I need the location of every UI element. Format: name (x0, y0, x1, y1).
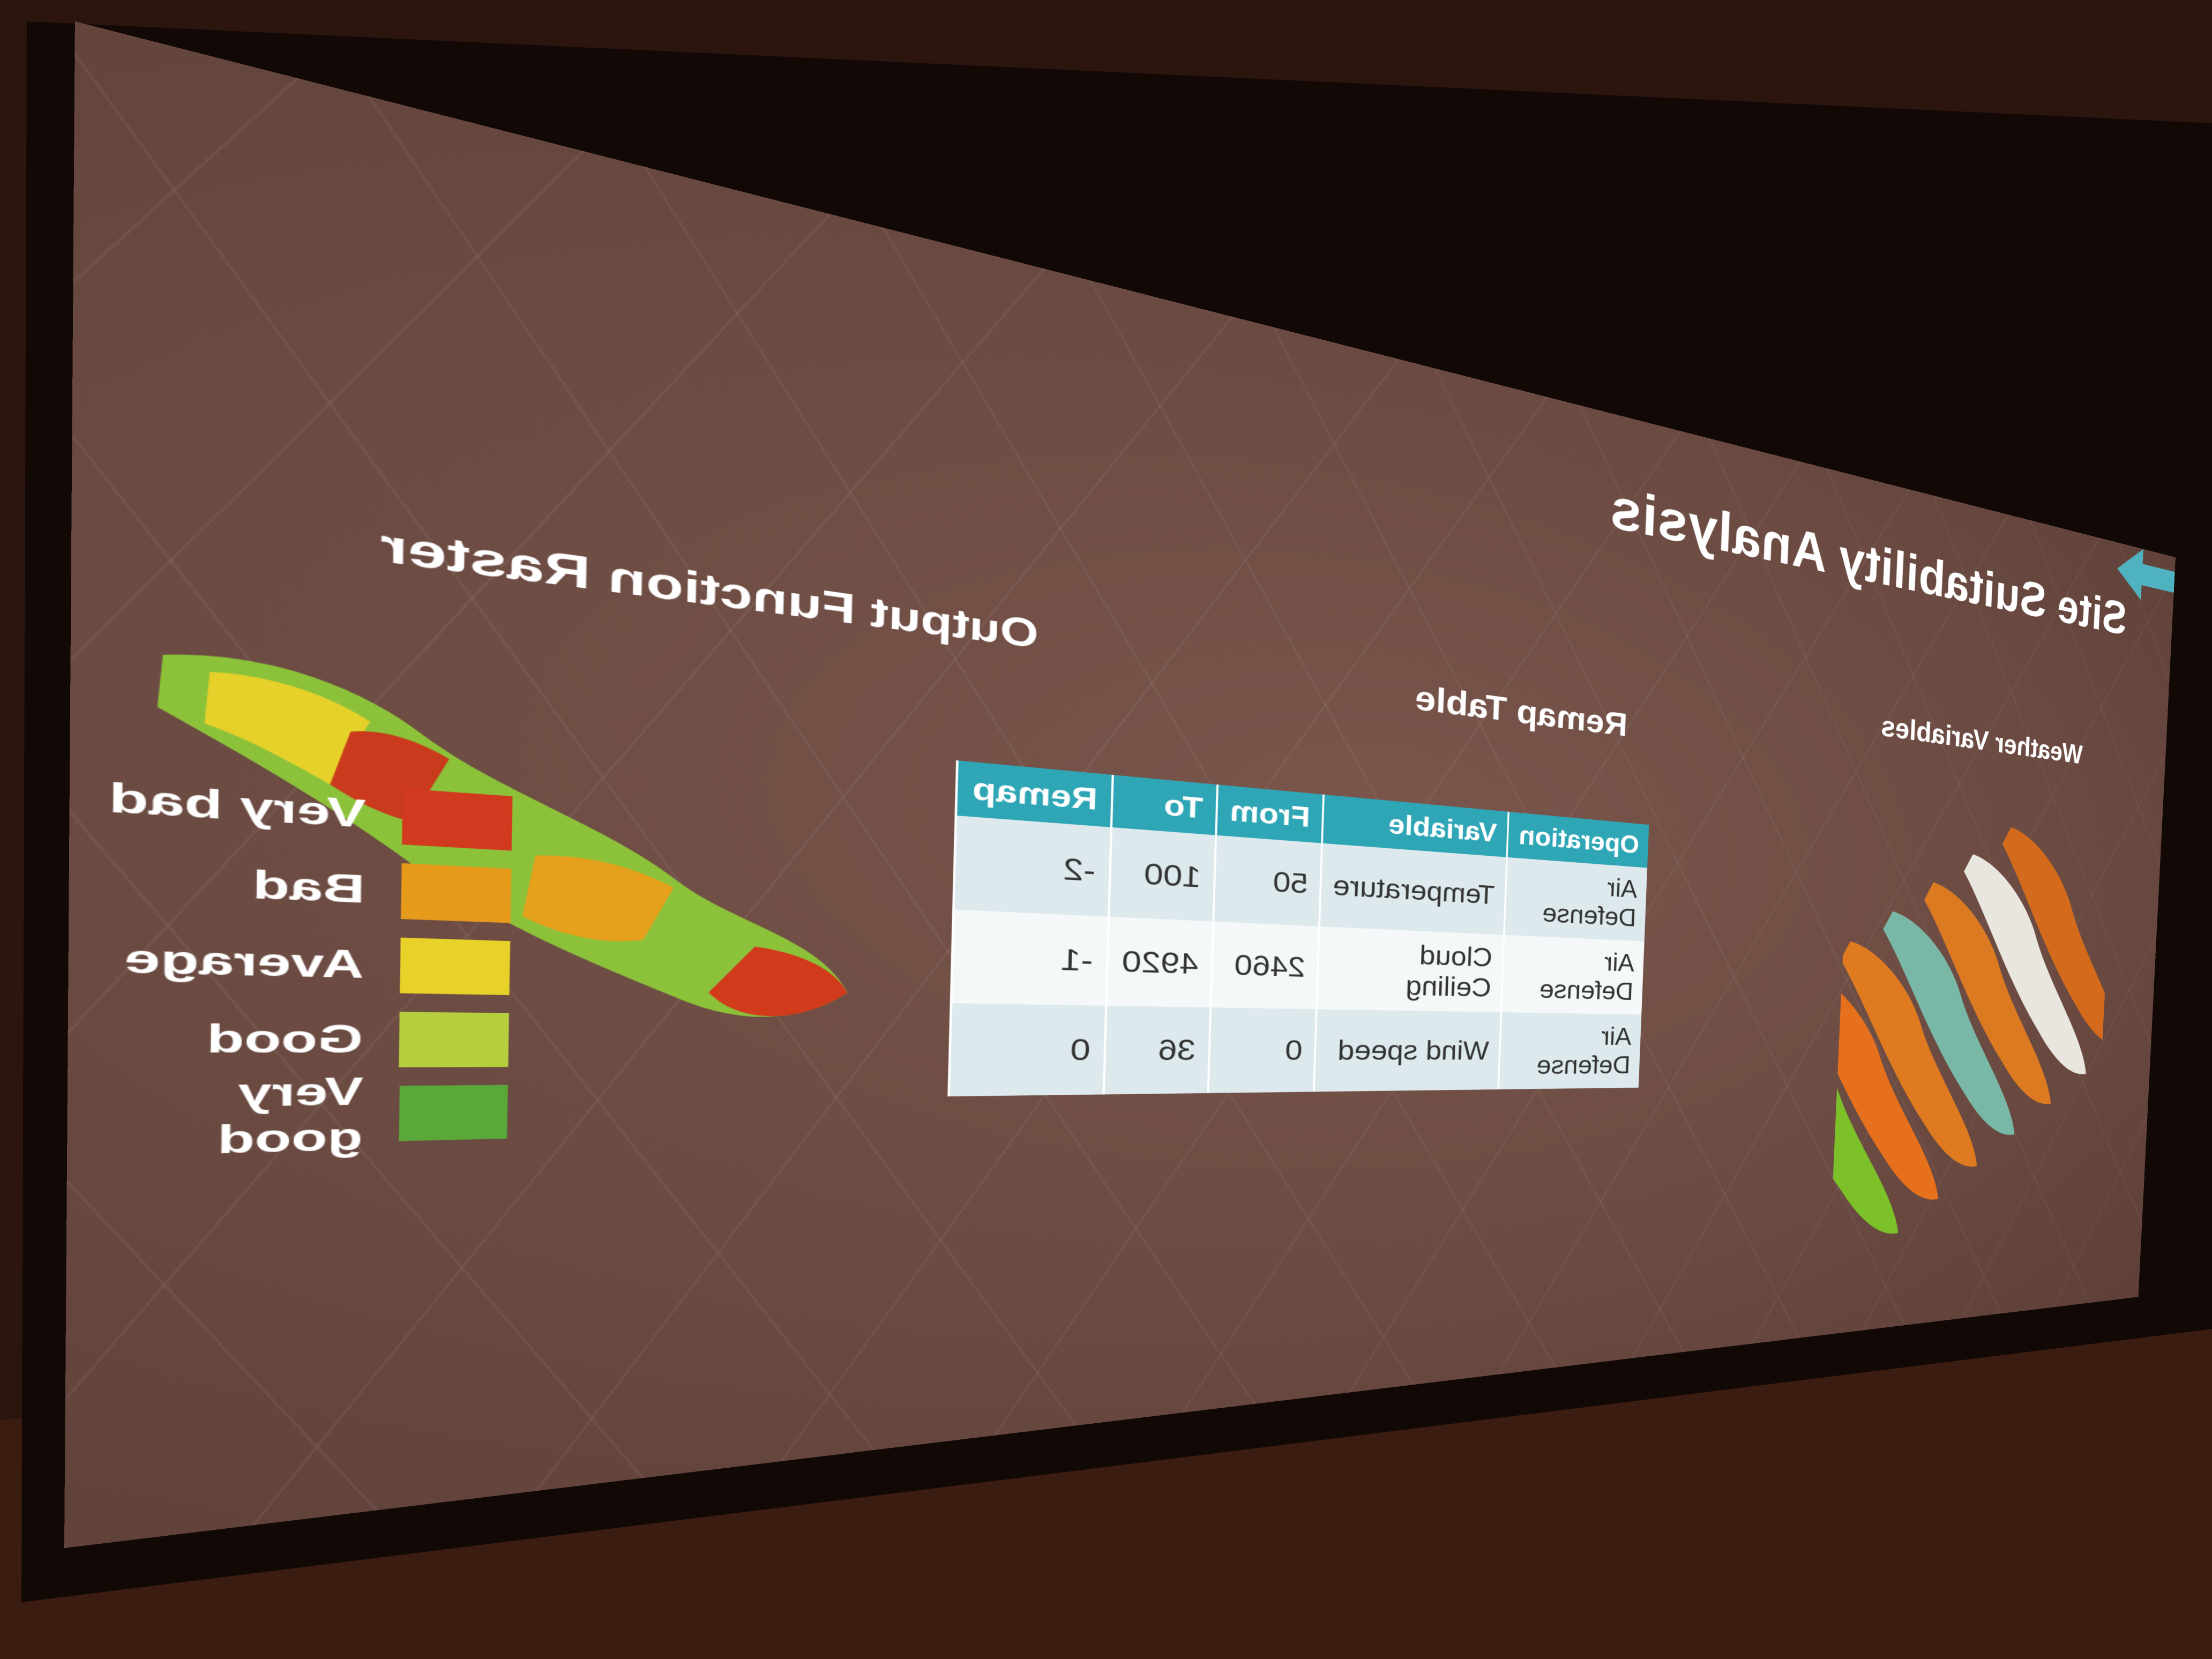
legend: Very bad Bad Average Good Very good (67, 754, 513, 1159)
table-cell: 0 (949, 1003, 1107, 1096)
legend-swatch (399, 1085, 508, 1141)
legend-swatch (399, 1012, 509, 1067)
table-cell: Wind speed (1314, 1009, 1501, 1092)
col-header-to: To (1111, 775, 1217, 835)
table-row: Air Defense Wind speed 0 36 0 (949, 1003, 1642, 1096)
table-cell: 36 (1104, 1006, 1210, 1095)
table-cell: Air Defense (1498, 1012, 1641, 1089)
legend-item: Very good (67, 1076, 508, 1159)
table-cell: 0 (1208, 1007, 1316, 1093)
legend-label: Good (206, 1015, 363, 1063)
remap-table: Operation Variable From To Remap Air Def… (947, 760, 1649, 1096)
table-cell: 2460 (1210, 922, 1319, 1010)
legend-label: Bad (252, 861, 365, 912)
table-cell: Air Defense (1501, 935, 1645, 1015)
table-cell: Cloud Ceiling (1317, 926, 1504, 1012)
table-cell: 4920 (1106, 917, 1213, 1007)
table-cell: Temperature (1319, 843, 1507, 935)
caption-remap-table: Remap Table (1415, 677, 1628, 744)
legend-swatch (402, 788, 512, 850)
legend-item: Average (68, 917, 510, 1004)
table-cell: -2 (953, 816, 1111, 917)
legend-label: Very bad (109, 773, 366, 837)
table-cell: -1 (951, 909, 1109, 1006)
table-cell: Air Defense (1504, 857, 1647, 941)
legend-swatch (401, 863, 511, 923)
legend-label: Very good (67, 1069, 364, 1167)
table-cell: 50 (1213, 835, 1322, 926)
legend-label: Average (124, 935, 364, 987)
legend-swatch (400, 938, 510, 995)
table-cell: 100 (1109, 827, 1216, 922)
col-header-from: From (1216, 784, 1324, 843)
weather-variable-maps (1829, 748, 2115, 1269)
legend-item: Good (68, 998, 509, 1078)
